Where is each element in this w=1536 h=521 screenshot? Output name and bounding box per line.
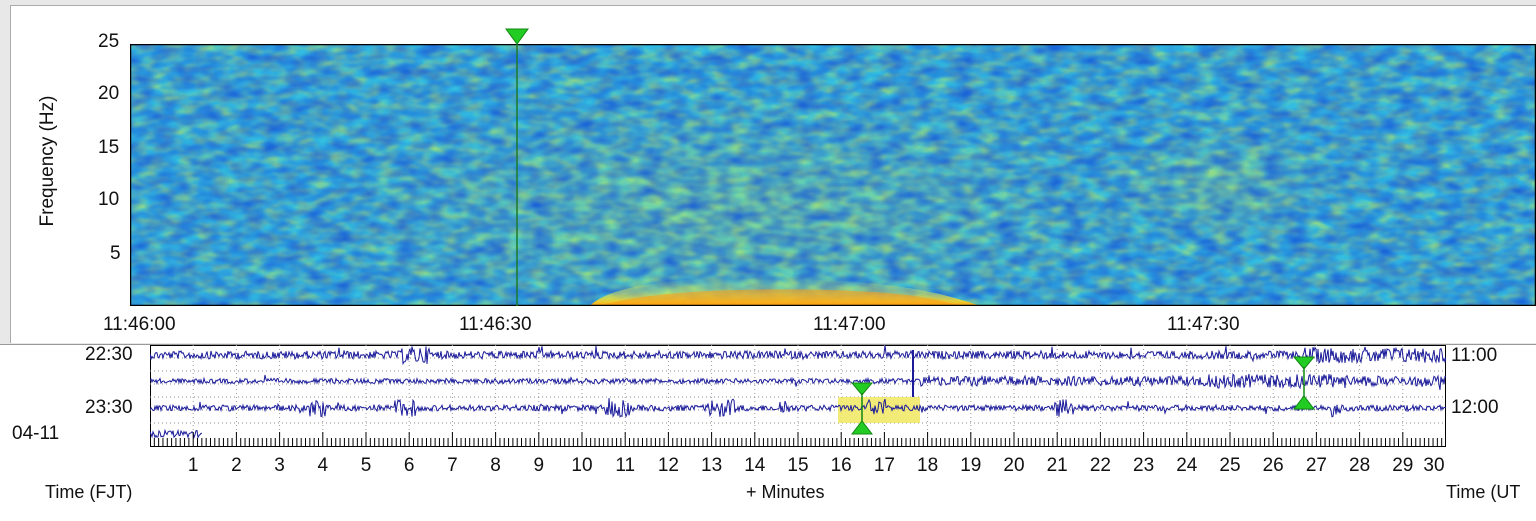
left-time-2230: 22:30: [85, 344, 133, 365]
minute-tick-17: 17: [873, 455, 895, 476]
selection-highlight[interactable]: [838, 397, 920, 423]
minute-tick-14: 14: [744, 455, 766, 476]
minute-tick-3: 3: [274, 455, 285, 476]
y-tick-10: 10: [98, 189, 120, 210]
minute-tick-26: 26: [1262, 455, 1284, 476]
minute-tick-10: 10: [571, 455, 593, 476]
minute-tick-21: 21: [1046, 455, 1068, 476]
x-axis-label: + Minutes: [746, 482, 825, 502]
minute-tick-9: 9: [533, 455, 545, 476]
minute-tick-23: 23: [1133, 455, 1155, 476]
left-axis-label: Time (FJT): [45, 482, 133, 502]
helicorder-trace-row-3: [150, 398, 1446, 418]
minute-tick-1: 1: [187, 455, 199, 476]
minute-tick-28: 28: [1349, 455, 1371, 476]
minute-tick-25: 25: [1219, 455, 1241, 476]
minute-tick-7: 7: [447, 455, 458, 476]
x-tick-3: 11:47:30: [1167, 314, 1240, 335]
x-tick-2: 11:47:00: [813, 314, 886, 335]
minute-tick-24: 24: [1176, 455, 1198, 476]
minute-tick-13: 13: [701, 455, 723, 476]
minute-tick-5: 5: [360, 455, 372, 476]
helicorder-trace-row-2: [150, 373, 1446, 390]
minute-tick-29: 29: [1392, 455, 1414, 476]
date-label: 04-11: [12, 423, 60, 444]
x-tick-0: 11:46:00: [103, 314, 176, 335]
minute-tick-30: 30: [1423, 455, 1445, 476]
y-tick-15: 15: [98, 137, 120, 158]
minute-tick-18: 18: [917, 455, 939, 476]
minute-tick-27: 27: [1305, 455, 1327, 476]
helicorder-plot[interactable]: [150, 345, 1446, 447]
minute-tick-11: 11: [615, 455, 636, 476]
minute-tick-4: 4: [317, 455, 329, 476]
right-time-1200: 12:00: [1451, 397, 1499, 418]
y-tick-20: 20: [98, 83, 120, 104]
frequency-axis-label: Frequency (Hz): [37, 95, 58, 227]
minute-tick-2: 2: [231, 455, 242, 476]
minute-tick-19: 19: [960, 455, 982, 476]
spectrogram-plot[interactable]: [130, 44, 1536, 306]
minute-tick-20: 20: [1003, 455, 1025, 476]
minute-tick-16: 16: [830, 455, 852, 476]
y-tick-5: 5: [110, 243, 121, 264]
x-tick-1: 11:46:30: [459, 314, 532, 335]
green-marker-cursor[interactable]: [1292, 356, 1316, 410]
right-time-1100: 11:00: [1451, 345, 1498, 366]
minute-tick-15: 15: [787, 455, 809, 476]
helicorder-trace-row-1: [150, 345, 1446, 366]
y-tick-25: 25: [98, 31, 120, 52]
minute-tick-22: 22: [1089, 455, 1111, 476]
left-time-2330: 23:30: [85, 397, 133, 418]
minute-tick-6: 6: [403, 455, 415, 476]
right-axis-label: Time (UT: [1446, 482, 1521, 502]
minute-tick-12: 12: [657, 455, 679, 476]
green-triangle-down-icon[interactable]: [505, 28, 529, 46]
green-marker-selection[interactable]: [850, 382, 874, 435]
minute-tick-8: 8: [490, 455, 501, 476]
minute-tick-labels: 1 2 3 4 5 6 7 8 9 10 11 12 13 14 15 16 17 18 19 20 21 22 23 24 2…: [150, 455, 1446, 477]
